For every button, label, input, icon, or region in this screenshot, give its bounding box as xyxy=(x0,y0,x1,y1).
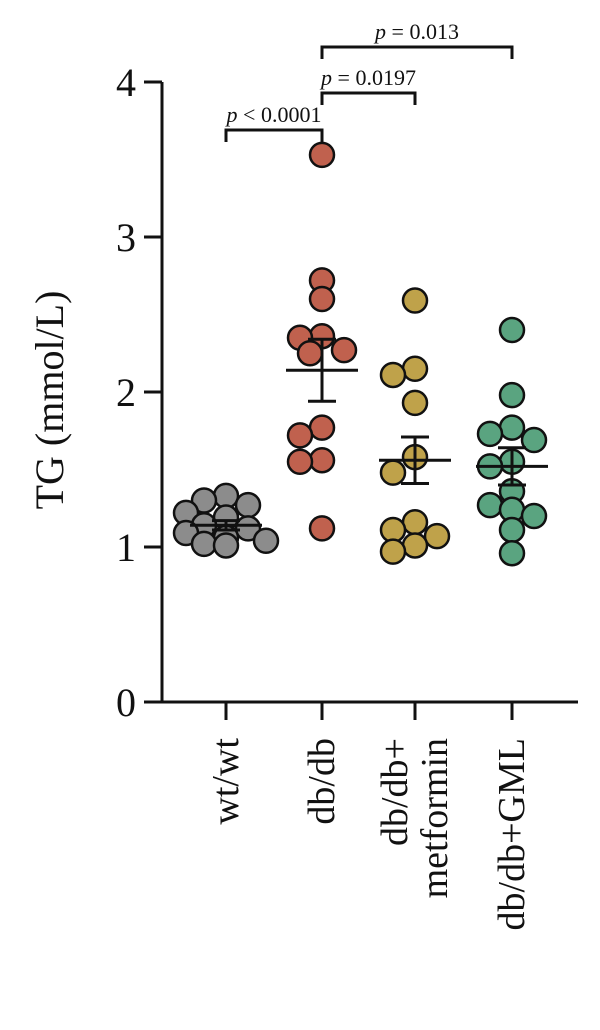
p-value-label: p = 0.013 xyxy=(373,19,459,44)
data-point xyxy=(286,422,314,449)
x-tick-label: wt/wt xyxy=(205,738,247,825)
axis-labels: TG (mmol/L) xyxy=(27,291,72,510)
data-point xyxy=(401,287,429,314)
y-axis-label: TG (mmol/L) xyxy=(27,291,72,510)
data-point xyxy=(401,532,429,559)
data-point xyxy=(308,414,336,441)
data-point xyxy=(330,336,358,364)
data-point xyxy=(379,516,407,544)
data-point xyxy=(190,530,218,558)
data-point xyxy=(520,502,548,530)
data-point xyxy=(234,515,262,542)
data-point xyxy=(212,482,240,510)
data-point xyxy=(379,538,407,565)
data-point xyxy=(308,141,336,169)
data-point xyxy=(498,316,526,344)
comparison-bracket xyxy=(224,128,324,142)
data-point xyxy=(423,522,451,550)
p-value-label: p < 0.0001 xyxy=(225,102,322,127)
data-point xyxy=(212,532,240,559)
y-tick-label: 3 xyxy=(116,215,136,260)
y-tick-label: 4 xyxy=(116,60,136,105)
data-point xyxy=(401,355,429,382)
x-tick-label: metformin xyxy=(414,738,456,898)
y-tick-label: 2 xyxy=(116,370,136,415)
data-point xyxy=(498,414,526,441)
data-point xyxy=(498,516,526,544)
data-point xyxy=(520,426,548,454)
data-point xyxy=(308,515,336,542)
comparison-bracket xyxy=(320,91,417,105)
data-point xyxy=(308,446,336,474)
axes: 0 1 2 3 4 wt/wt db/db db/db+metformin db/db+GML xyxy=(116,60,578,930)
data-point xyxy=(476,420,504,448)
data-point xyxy=(234,491,262,519)
x-tick-label: db/db+ xyxy=(374,738,416,846)
mean-sem-bars xyxy=(190,337,548,532)
p-value-label: p = 0.0197 xyxy=(319,65,416,90)
data-points xyxy=(172,141,548,567)
x-tick-label: db/db+GML xyxy=(491,738,533,930)
data-point xyxy=(379,459,407,486)
significance-brackets: p < 0.0001 p = 0.0197 p = 0.013 xyxy=(224,19,514,142)
data-point xyxy=(286,448,314,475)
data-point xyxy=(498,539,526,567)
comparison-bracket xyxy=(320,45,514,59)
data-point xyxy=(498,381,526,409)
data-point xyxy=(296,340,324,367)
x-tick-label: db/db xyxy=(301,738,343,825)
data-point xyxy=(379,361,407,389)
data-point xyxy=(308,285,336,313)
data-point xyxy=(401,389,429,417)
y-tick-label: 1 xyxy=(116,525,136,570)
y-tick-label: 0 xyxy=(116,680,136,725)
data-point xyxy=(401,508,429,536)
data-point xyxy=(476,491,504,519)
data-point xyxy=(252,527,280,555)
